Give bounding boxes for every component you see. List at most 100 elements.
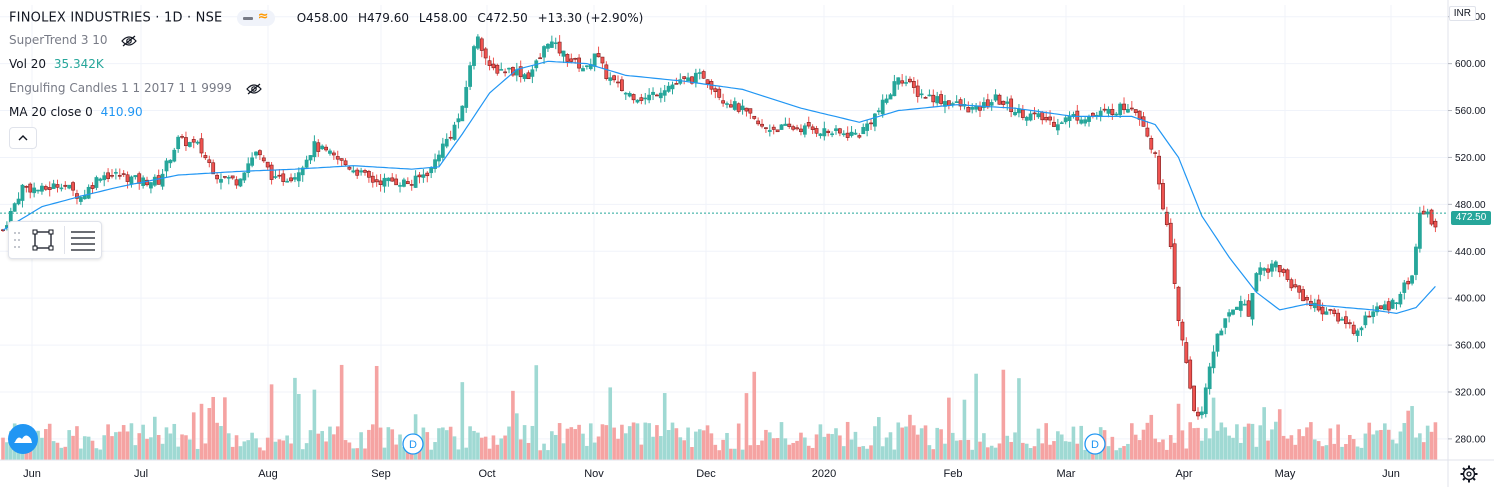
volume-bar xyxy=(900,427,904,460)
volume-bar xyxy=(1301,436,1305,460)
gear-icon[interactable] xyxy=(1460,465,1478,483)
indicator-label: Engulfing Candles 1 1 2017 1 1 9999 xyxy=(9,81,232,95)
candle-body xyxy=(1301,289,1305,302)
candle-body xyxy=(164,160,169,172)
tradingview-logo-icon[interactable] xyxy=(8,424,38,454)
volume-bar xyxy=(756,445,760,460)
volume-bar xyxy=(429,449,433,460)
candle-body xyxy=(760,123,764,127)
candle-body xyxy=(339,158,344,161)
eye-off-icon[interactable] xyxy=(121,35,138,47)
volume-bar xyxy=(125,431,130,460)
candle-body xyxy=(982,102,986,108)
volume-bar xyxy=(1398,431,1403,460)
candle-body xyxy=(507,67,511,70)
candle-body xyxy=(1382,304,1387,311)
volume-bar xyxy=(339,364,344,460)
eye-off-icon[interactable] xyxy=(245,83,262,95)
candle-body xyxy=(149,182,153,189)
volume-bar xyxy=(604,425,609,460)
candle-body xyxy=(1281,269,1286,273)
candle-body xyxy=(258,150,262,156)
candle-body xyxy=(1429,209,1434,225)
volume-bar xyxy=(585,445,589,460)
volume-bar xyxy=(705,425,710,460)
candle-body xyxy=(756,120,761,125)
candle-body xyxy=(456,118,461,123)
candle-body xyxy=(133,175,138,178)
candle-body xyxy=(1102,108,1107,111)
volume-bar xyxy=(822,436,827,460)
candle-body xyxy=(705,79,710,85)
volume-bar xyxy=(199,403,204,460)
volume-bar xyxy=(915,434,920,460)
candle-body xyxy=(273,176,278,178)
volume-bar xyxy=(367,429,371,460)
volume-bar xyxy=(1371,434,1375,460)
volume-bar xyxy=(402,447,406,460)
volume-bar xyxy=(1203,428,1208,460)
volume-bar xyxy=(456,449,461,460)
volume-bar xyxy=(1110,436,1115,460)
candle-body xyxy=(604,64,609,80)
candle-body xyxy=(1063,117,1068,123)
volume-bar xyxy=(600,424,605,460)
candle-body xyxy=(328,150,332,154)
indicator-engulfing[interactable]: Engulfing Candles 1 1 2017 1 1 9999 xyxy=(9,81,262,95)
rectangle-tool-icon[interactable] xyxy=(31,228,55,252)
volume-bar xyxy=(246,440,251,460)
candle-body xyxy=(904,82,908,84)
volume-bar xyxy=(79,448,83,460)
candle-body xyxy=(1421,210,1426,215)
volume-bar xyxy=(1227,435,1231,460)
candle-body xyxy=(728,104,733,108)
series-style-toggle[interactable]: ≈ xyxy=(236,9,275,26)
volume-bar xyxy=(997,443,1002,460)
candle-body xyxy=(1009,98,1014,113)
indicator-supertrend[interactable]: SuperTrend 3 10 xyxy=(9,33,138,47)
volume-bar xyxy=(1359,447,1364,460)
candle-body xyxy=(160,173,165,187)
volume-bar xyxy=(63,446,68,460)
time-axis[interactable]: Jun Jul Aug Sep Oct Nov Dec 2020 Feb Mar Apr May Jun xyxy=(23,468,1400,480)
y-tick-label: 360.00 xyxy=(1455,341,1486,352)
candle-body xyxy=(518,66,523,78)
candle-body xyxy=(775,129,780,133)
candle-body xyxy=(234,179,239,186)
candle-body xyxy=(191,139,196,143)
volume-bar xyxy=(1289,435,1294,460)
collapse-legend-button[interactable] xyxy=(9,127,37,149)
drawing-toolbar[interactable] xyxy=(8,221,102,259)
volume-bar xyxy=(285,435,289,460)
candle-body xyxy=(1083,119,1088,124)
volume-bar xyxy=(814,434,819,460)
candle-body xyxy=(1106,108,1111,114)
candle-body xyxy=(113,172,118,174)
lines-tool-icon[interactable] xyxy=(70,229,96,251)
candle-body xyxy=(343,160,348,166)
volume-bar xyxy=(627,426,632,460)
volume-bar xyxy=(1344,444,1348,460)
candle-body xyxy=(970,107,975,110)
volume-bar xyxy=(36,430,40,460)
drag-handle-icon[interactable] xyxy=(13,230,21,250)
indicator-volume[interactable]: Vol 20 35.342K xyxy=(9,57,104,71)
currency-label[interactable]: INR xyxy=(1448,6,1476,21)
volume-bar xyxy=(631,422,636,460)
price-axis[interactable]: 640.00600.00560.00520.00480.00440.00400.… xyxy=(1448,12,1486,445)
ohlc-values: O458.00 H479.60 L458.00 C472.50 +13.30 (… xyxy=(297,11,650,25)
candle-body xyxy=(152,176,157,186)
volume-bar xyxy=(729,448,733,460)
volume-bar xyxy=(1402,423,1407,460)
volume-bar xyxy=(1390,439,1395,460)
last-price-tag: 472.50 xyxy=(1451,211,1491,225)
volume-bar xyxy=(1219,422,1224,460)
candle-body xyxy=(693,72,698,83)
volume-bar xyxy=(312,389,317,460)
volume-bar xyxy=(1328,428,1333,460)
candle-body xyxy=(1390,299,1395,309)
indicator-ma[interactable]: MA 20 close 0 410.90 xyxy=(9,105,143,119)
volume-bar xyxy=(709,433,714,460)
